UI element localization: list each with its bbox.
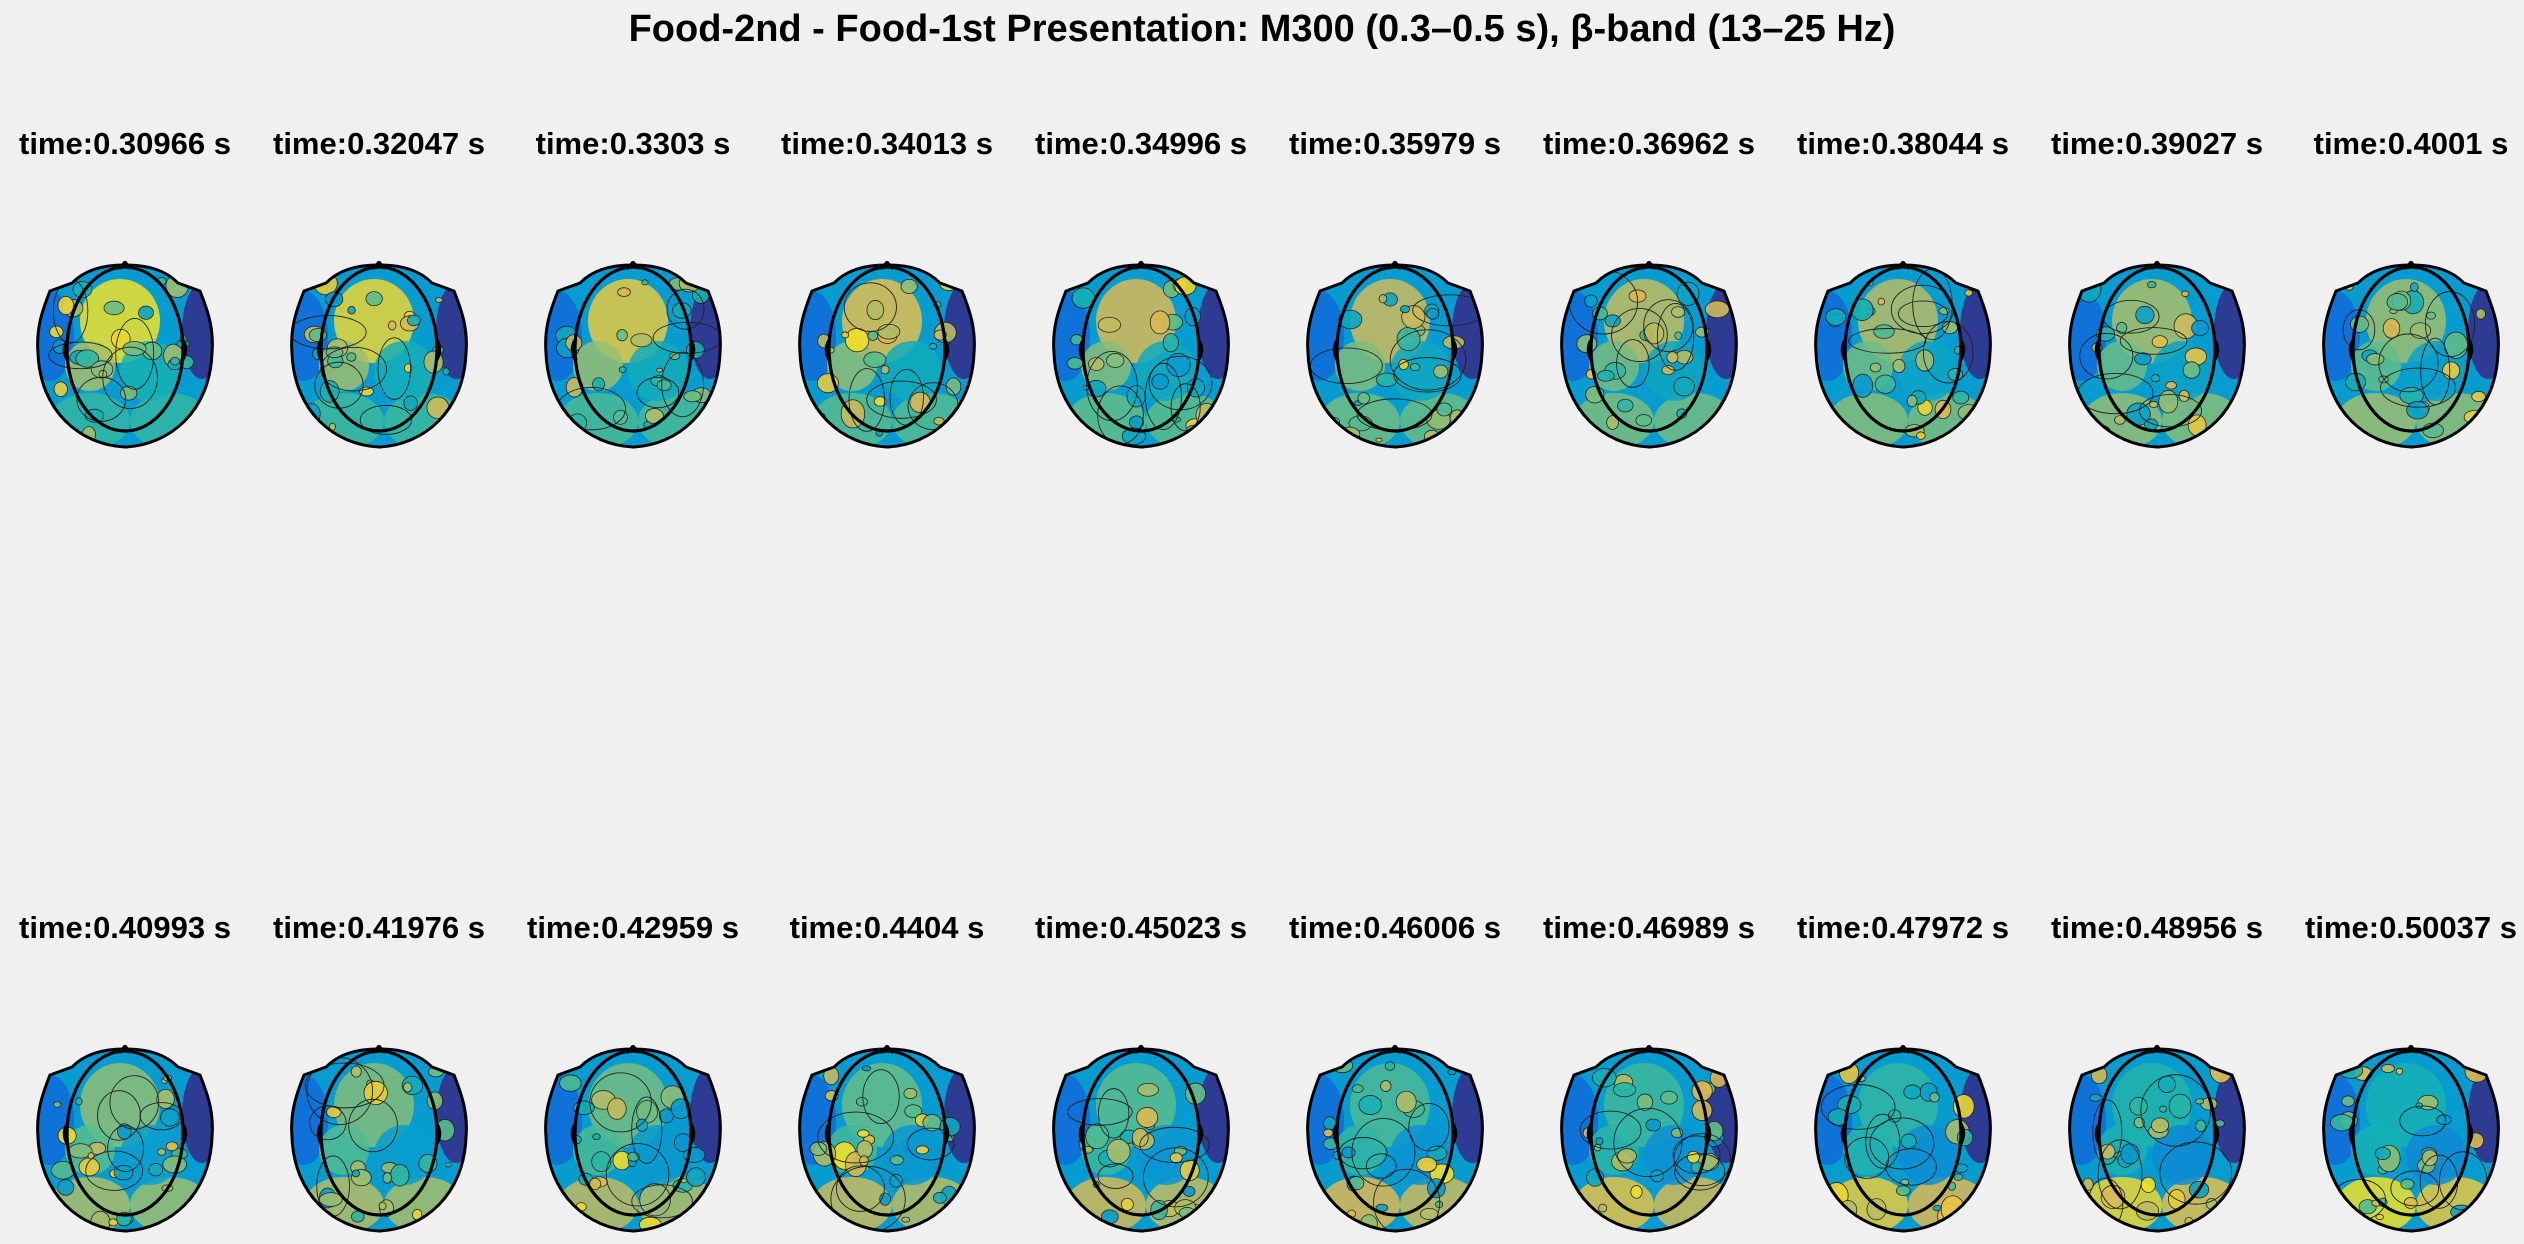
panel-time-label: time:0.4001 s xyxy=(2313,126,2509,161)
panel-time-label: time:0.32047 s xyxy=(273,126,485,161)
topomap-panel: time:0.47972 s xyxy=(1778,910,2028,1233)
panel-time-label: time:0.48956 s xyxy=(2051,910,2263,945)
topomap-panel: time:0.50037 s xyxy=(2286,910,2524,1233)
scalp-map xyxy=(2322,261,2500,449)
scalp-map xyxy=(798,261,976,449)
topomap-panel: time:0.46006 s xyxy=(1270,910,1520,1233)
panel-time-label: time:0.50037 s xyxy=(2305,910,2517,945)
scalp-map xyxy=(2068,1045,2246,1233)
scalp-map xyxy=(1306,1045,1484,1233)
panel-time-label: time:0.45023 s xyxy=(1035,910,1247,945)
panel-time-label: time:0.4404 s xyxy=(789,910,985,945)
topomap-panel: time:0.48956 s xyxy=(2032,910,2282,1233)
topomap-panel: time:0.36962 s xyxy=(1524,126,1774,449)
topomap-panel: time:0.30966 s xyxy=(0,126,250,449)
topomap-panel: time:0.42959 s xyxy=(508,910,758,1233)
scalp-map xyxy=(36,1045,214,1233)
topomap-panel: time:0.39027 s xyxy=(2032,126,2282,449)
panel-time-label: time:0.34996 s xyxy=(1035,126,1247,161)
panel-time-label: time:0.39027 s xyxy=(2051,126,2263,161)
scalp-map xyxy=(36,261,214,449)
scalp-map xyxy=(1814,261,1992,449)
topomap-panel: time:0.45023 s xyxy=(1016,910,1266,1233)
topomap-panel: time:0.3303 s xyxy=(508,126,758,449)
scalp-map xyxy=(1052,1045,1230,1233)
scalp-map xyxy=(1306,261,1484,449)
topomap-panel: time:0.4404 s xyxy=(762,910,1012,1233)
scalp-map xyxy=(2068,261,2246,449)
topomap-panel: time:0.34996 s xyxy=(1016,126,1266,449)
scalp-map xyxy=(798,1045,976,1233)
scalp-map xyxy=(1560,1045,1738,1233)
panel-time-label: time:0.34013 s xyxy=(781,126,993,161)
scalp-map xyxy=(544,261,722,449)
scalp-map xyxy=(1560,261,1738,449)
scalp-map xyxy=(544,1045,722,1233)
topomap-panel: time:0.34013 s xyxy=(762,126,1012,449)
panel-time-label: time:0.35979 s xyxy=(1289,126,1501,161)
topomap-panel: time:0.35979 s xyxy=(1270,126,1520,449)
topomap-panel: time:0.32047 s xyxy=(254,126,504,449)
panel-time-label: time:0.47972 s xyxy=(1797,910,2009,945)
panel-time-label: time:0.38044 s xyxy=(1797,126,2009,161)
panel-time-label: time:0.42959 s xyxy=(527,910,739,945)
figure-title: Food-2nd - Food-1st Presentation: M300 (… xyxy=(628,8,1896,50)
panel-time-label: time:0.46006 s xyxy=(1289,910,1501,945)
scalp-map xyxy=(2322,1045,2500,1233)
scalp-map xyxy=(290,1045,468,1233)
topomap-panel: time:0.41976 s xyxy=(254,910,504,1233)
panel-time-label: time:0.3303 s xyxy=(535,126,731,161)
topomap-panel: time:0.40993 s xyxy=(0,910,250,1233)
panel-time-label: time:0.46989 s xyxy=(1543,910,1755,945)
topomap-panel: time:0.38044 s xyxy=(1778,126,2028,449)
panel-time-label: time:0.40993 s xyxy=(19,910,231,945)
panel-time-label: time:0.41976 s xyxy=(273,910,485,945)
scalp-map xyxy=(1814,1045,1992,1233)
topomap-panel: time:0.46989 s xyxy=(1524,910,1774,1233)
panel-time-label: time:0.36962 s xyxy=(1543,126,1755,161)
topomap-panel: time:0.4001 s xyxy=(2286,126,2524,449)
panel-time-label: time:0.30966 s xyxy=(19,126,231,161)
scalp-map xyxy=(1052,261,1230,449)
scalp-map xyxy=(290,261,468,449)
